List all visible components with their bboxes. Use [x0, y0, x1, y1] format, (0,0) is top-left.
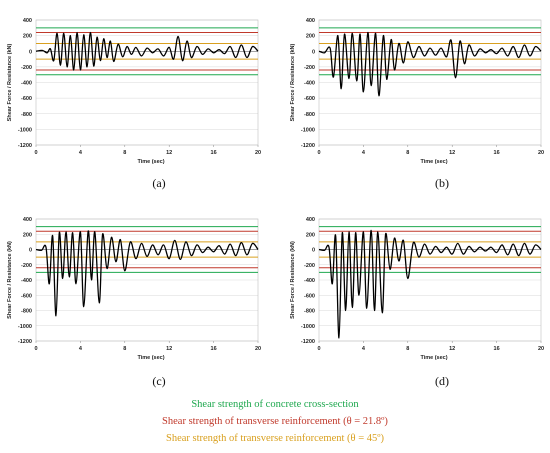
y-tick-label: -600 [304, 96, 315, 102]
legend-entry: Shear strength of transverse reinforceme… [166, 433, 385, 444]
x-tick-label: 12 [449, 346, 455, 352]
y-tick-label: 400 [306, 217, 315, 223]
y-tick-label: -1000 [18, 324, 32, 330]
plot-frame [318, 218, 542, 342]
legend-entry: Shear strength of transverse reinforceme… [162, 416, 388, 427]
y-tick-label: -800 [21, 112, 32, 118]
y-tick-label: 0 [312, 49, 315, 55]
x-tick-label: 20 [538, 346, 544, 352]
y-tick-label: 0 [29, 248, 32, 254]
x-tick-label: 4 [362, 150, 366, 156]
panel-label: (d) [435, 374, 449, 388]
legend: Shear strength of concrete cross-section… [162, 399, 388, 444]
x-tick-label: 20 [538, 150, 544, 156]
x-tick-label: 16 [494, 346, 500, 352]
x-tick-label: 4 [362, 346, 366, 352]
y-tick-label: 0 [29, 49, 32, 55]
y-tick-label: 200 [306, 34, 315, 40]
y-axis-label: Shear Force / Resistance (kN) [290, 241, 296, 319]
x-tick-label: 8 [406, 150, 409, 156]
panel-label: (c) [152, 374, 165, 388]
y-tick-label: 400 [306, 18, 315, 24]
x-tick-label: 0 [34, 346, 37, 352]
panel-label: (a) [152, 176, 165, 190]
y-tick-label: 200 [23, 34, 32, 40]
x-tick-label: 12 [449, 150, 455, 156]
y-tick-label: -200 [21, 65, 32, 71]
y-tick-label: -200 [21, 263, 32, 269]
y-tick-label: -800 [21, 309, 32, 315]
y-tick-label: -1000 [301, 324, 315, 330]
y-tick-label: -1200 [301, 339, 315, 345]
x-axis-label: Time (sec) [137, 355, 164, 361]
x-axis-label: Time (sec) [420, 159, 447, 165]
x-axis-label: Time (sec) [420, 355, 447, 361]
series-line [318, 31, 542, 97]
plot-frame [35, 218, 259, 342]
y-axis-label: Shear Force / Resistance (kN) [7, 241, 13, 319]
y-tick-label: -1200 [18, 339, 32, 345]
x-tick-label: 16 [211, 150, 217, 156]
x-tick-label: 0 [317, 150, 320, 156]
x-tick-label: 4 [79, 150, 83, 156]
y-tick-label: -1200 [18, 143, 32, 149]
plot-frame [318, 19, 542, 146]
y-axis-label: Shear Force / Resistance (kN) [7, 44, 13, 122]
y-tick-label: 0 [312, 248, 315, 254]
y-tick-label: 400 [23, 18, 32, 24]
y-axis-label: Shear Force / Resistance (kN) [290, 44, 296, 122]
y-tick-label: -400 [21, 278, 32, 284]
y-tick-label: -400 [21, 81, 32, 87]
y-tick-label: -1000 [301, 127, 315, 133]
x-tick-label: 8 [406, 346, 409, 352]
series-line [35, 230, 259, 317]
y-tick-label: 200 [23, 232, 32, 238]
y-tick-label: -400 [304, 81, 315, 87]
y-tick-label: -800 [304, 309, 315, 315]
x-tick-label: 4 [79, 346, 83, 352]
y-tick-label: -1000 [18, 127, 32, 133]
y-tick-label: 200 [306, 232, 315, 238]
x-tick-label: 0 [34, 150, 37, 156]
legend-entry: Shear strength of concrete cross-section [191, 399, 359, 410]
x-tick-label: 20 [255, 346, 261, 352]
x-tick-label: 20 [255, 150, 261, 156]
y-tick-label: -800 [304, 112, 315, 118]
y-tick-label: -200 [304, 65, 315, 71]
x-tick-label: 12 [166, 346, 172, 352]
panel-label: (b) [435, 176, 449, 190]
x-tick-label: 8 [123, 346, 126, 352]
y-tick-label: -200 [304, 263, 315, 269]
y-tick-label: 400 [23, 217, 32, 223]
x-tick-label: 0 [317, 346, 320, 352]
x-tick-label: 8 [123, 150, 126, 156]
y-tick-label: -600 [21, 96, 32, 102]
series-line [35, 31, 259, 71]
y-tick-label: -600 [21, 293, 32, 299]
x-axis-label: Time (sec) [137, 159, 164, 165]
y-tick-label: -400 [304, 278, 315, 284]
x-tick-label: 16 [211, 346, 217, 352]
x-tick-label: 16 [494, 150, 500, 156]
y-tick-label: -1200 [301, 143, 315, 149]
series-line [318, 229, 542, 339]
y-tick-label: -600 [304, 293, 315, 299]
plot-frame [35, 19, 259, 146]
x-tick-label: 12 [166, 150, 172, 156]
